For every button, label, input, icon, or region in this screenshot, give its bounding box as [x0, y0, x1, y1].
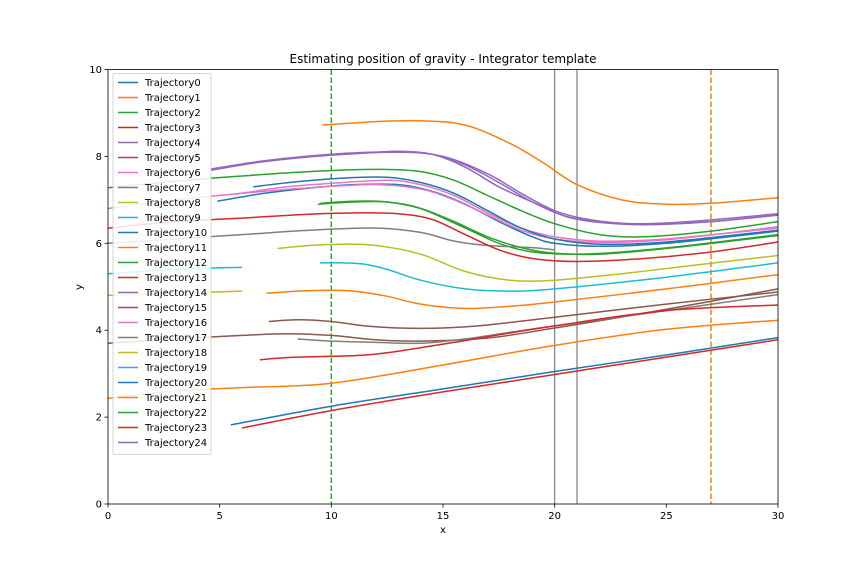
x-tick-label: 30: [772, 511, 785, 522]
legend-label: Trajectory24: [144, 438, 207, 449]
series-line-trajectory21: [266, 273, 778, 310]
series-line-trajectory6: [235, 179, 778, 242]
y-axis: 0 2 4 6 8 10: [89, 65, 108, 511]
series-line-trajectory9: [320, 262, 778, 292]
x-tick-label: 25: [660, 511, 673, 522]
legend-label: Trajectory9: [144, 213, 201, 224]
legend-label: Trajectory14: [144, 288, 207, 299]
series-line-trajectory23: [108, 212, 778, 263]
x-tick-label: 20: [548, 511, 561, 522]
legend-label: Trajectory1: [144, 93, 201, 104]
legend-label: Trajectory2: [144, 108, 201, 119]
series-line-trajectory22: [317, 200, 778, 256]
legend-label: Trajectory19: [144, 363, 207, 374]
series-line-trajectory1: [322, 119, 778, 206]
series-line-trajectory13: [259, 304, 778, 361]
y-axis-label: y: [74, 284, 85, 290]
series-line-trajectory16: [108, 183, 778, 244]
legend-label: Trajectory17: [144, 333, 207, 344]
reference-lines: [330, 69, 712, 504]
series-line-trajectory12: [108, 168, 778, 238]
legend-label: Trajectory10: [144, 228, 207, 239]
legend-label: Trajectory7: [144, 183, 201, 194]
legend-label: Trajectory6: [144, 168, 201, 179]
x-axis-label: x: [440, 525, 446, 536]
x-tick-label: 5: [216, 511, 222, 522]
legend-label: Trajectory15: [144, 303, 207, 314]
series-line-trajectory0: [230, 336, 778, 426]
y-tick-label: 10: [89, 65, 102, 76]
series-line-trajectory8: [277, 243, 778, 282]
legend-label: Trajectory3: [144, 123, 201, 134]
legend-label: Trajectory11: [144, 243, 207, 254]
legend-label: Trajectory18: [144, 348, 207, 359]
chart-title: Estimating position of gravity - Integra…: [290, 52, 597, 66]
series-line-trajectory15: [268, 291, 778, 330]
legend-label: Trajectory12: [144, 258, 207, 269]
legend-label: Trajectory21: [144, 393, 207, 404]
series-line-trajectory3: [241, 339, 778, 429]
x-axis: 0 5 10 15 20 25 30: [105, 504, 785, 522]
x-tick-label: 15: [437, 511, 450, 522]
y-tick-label: 4: [96, 326, 102, 337]
legend-label: Trajectory16: [144, 318, 207, 329]
legend-label: Trajectory13: [144, 273, 207, 284]
legend-label: Trajectory20: [144, 378, 207, 389]
x-tick-label: 10: [325, 511, 338, 522]
legend-label: Trajectory5: [144, 153, 201, 164]
y-tick-label: 2: [96, 413, 102, 424]
legend-label: Trajectory4: [144, 138, 201, 149]
series-layer: [108, 119, 778, 429]
y-tick-label: 8: [96, 152, 102, 163]
y-tick-label: 6: [96, 239, 102, 250]
series-line-trajectory24: [210, 151, 778, 226]
legend: Trajectory0 Trajectory1 Trajectory2 Traject…: [112, 73, 212, 455]
legend-box: [112, 73, 212, 455]
x-tick-label: 0: [105, 511, 111, 522]
legend-label: Trajectory8: [144, 198, 201, 209]
series-line-trajectory20: [253, 176, 778, 246]
legend-label: Trajectory23: [144, 423, 207, 434]
legend-label: Trajectory22: [144, 408, 207, 419]
y-tick-label: 0: [96, 500, 102, 511]
legend-label: Trajectory0: [144, 78, 201, 89]
